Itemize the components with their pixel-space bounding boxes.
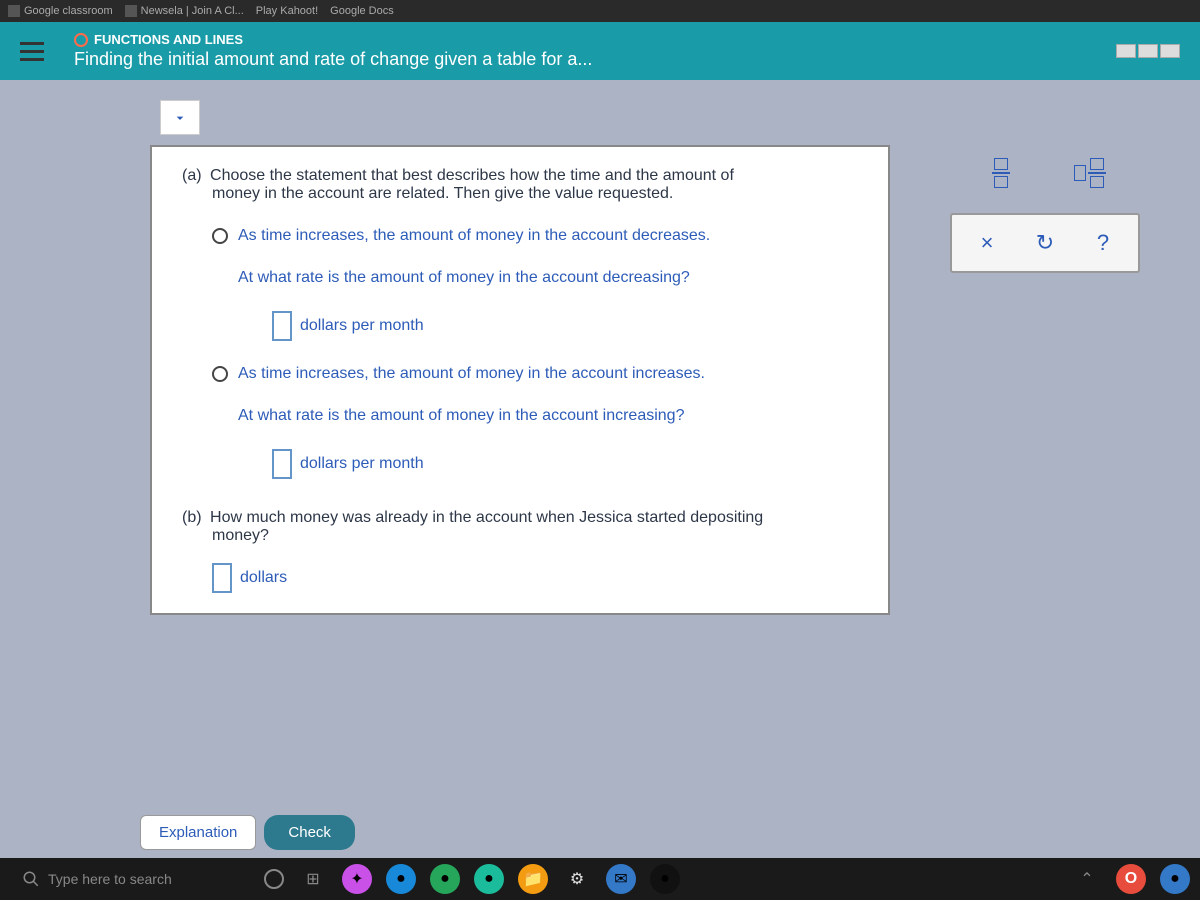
header-text: FUNCTIONS AND LINES Finding the initial … — [74, 32, 1086, 70]
taskbar-app-5[interactable]: 📁 — [518, 864, 548, 894]
help-tool[interactable]: ? — [1084, 225, 1122, 261]
tab-icon — [8, 5, 20, 17]
part-b-text-line2: money? — [212, 527, 858, 545]
taskbar-app-2[interactable]: ● — [386, 864, 416, 894]
tab-label: Newsela | Join A Cl... — [141, 5, 244, 17]
taskbar-search[interactable]: Type here to search — [10, 870, 250, 888]
tab-google-docs[interactable]: Google Docs — [330, 5, 394, 17]
question-box: (a) Choose the statement that best descr… — [150, 145, 890, 615]
input-row-1: dollars per month — [272, 311, 858, 341]
part-b-label: (b) — [182, 509, 202, 526]
sub-question-2: At what rate is the amount of money in t… — [238, 407, 858, 425]
part-b-text: How much money was already in the accoun… — [210, 509, 763, 526]
input-row-2: dollars per month — [272, 449, 858, 479]
app-header: FUNCTIONS AND LINES Finding the initial … — [0, 22, 1200, 80]
mixed-fraction-icon — [1074, 158, 1106, 188]
tab-label: Google Docs — [330, 5, 394, 17]
taskbar-app-6[interactable]: ⚙ — [562, 864, 592, 894]
tab-icon — [125, 5, 137, 17]
content-area: (a) Choose the statement that best descr… — [0, 80, 1200, 635]
tab-label: Google classroom — [24, 5, 113, 17]
tab-kahoot[interactable]: Play Kahoot! — [256, 5, 318, 17]
option-2-row: As time increases, the amount of money i… — [212, 365, 858, 383]
option-1-row: As time increases, the amount of money i… — [212, 227, 858, 245]
sub-question-1: At what rate is the amount of money in t… — [238, 269, 858, 287]
toolbox: × ↻ ? — [950, 145, 1140, 285]
tab-label: Play Kahoot! — [256, 5, 318, 17]
search-placeholder: Type here to search — [48, 871, 172, 887]
page-title: Finding the initial amount and rate of c… — [74, 49, 1086, 70]
category-circle-icon — [74, 33, 88, 47]
explanation-button[interactable]: Explanation — [140, 815, 256, 850]
category-text: FUNCTIONS AND LINES — [94, 32, 243, 47]
tool-row-fractions — [950, 145, 1140, 201]
part-a-label: (a) — [182, 167, 202, 184]
page-box[interactable] — [1138, 44, 1158, 58]
unit-text-2: dollars per month — [300, 455, 424, 473]
close-tool[interactable]: × — [968, 225, 1006, 261]
unit-text-1: dollars per month — [300, 317, 424, 335]
radio-option-2[interactable] — [212, 366, 228, 382]
search-icon — [22, 870, 40, 888]
cortana-icon[interactable] — [264, 869, 284, 889]
taskbar-app-4[interactable]: ● — [474, 864, 504, 894]
taskbar-app-3[interactable]: ● — [430, 864, 460, 894]
rate-decreasing-input[interactable] — [272, 311, 292, 341]
page-box[interactable] — [1160, 44, 1180, 58]
redo-tool[interactable]: ↻ — [1026, 225, 1064, 261]
taskbar-app-8[interactable]: ● — [650, 864, 680, 894]
taskbar-app-7[interactable]: ✉ — [606, 864, 636, 894]
chevron-down-icon — [172, 110, 188, 126]
taskbar-chrome-icon[interactable]: ● — [1160, 864, 1190, 894]
tab-newsela[interactable]: Newsela | Join A Cl... — [125, 5, 244, 17]
part-a: (a) Choose the statement that best descr… — [182, 167, 858, 203]
taskbar-tray-1[interactable]: ⌃ — [1072, 864, 1102, 894]
browser-tabs: Google classroom Newsela | Join A Cl... … — [0, 0, 1200, 22]
tool-row-actions: × ↻ ? — [950, 213, 1140, 273]
mixed-fraction-tool[interactable] — [1070, 155, 1110, 191]
dropdown-button[interactable] — [160, 100, 200, 135]
task-view-icon[interactable]: ⊞ — [298, 864, 328, 894]
windows-taskbar: Type here to search ⊞ ✦ ● ● ● 📁 ⚙ ✉ ● ⌃ … — [0, 858, 1200, 900]
bottom-buttons: Explanation Check — [140, 815, 355, 850]
part-a-text: Choose the statement that best describes… — [210, 167, 734, 184]
fraction-icon — [992, 158, 1010, 188]
part-a-text-line2: money in the account are related. Then g… — [212, 185, 858, 203]
radio-option-1[interactable] — [212, 228, 228, 244]
input-row-3: dollars — [212, 563, 858, 593]
taskbar-opera-icon[interactable]: O — [1116, 864, 1146, 894]
hamburger-menu-icon[interactable] — [20, 42, 44, 61]
check-button[interactable]: Check — [264, 815, 355, 850]
tab-google-classroom[interactable]: Google classroom — [8, 5, 113, 17]
initial-amount-input[interactable] — [212, 563, 232, 593]
unit-text-3: dollars — [240, 569, 287, 587]
option-1-text: As time increases, the amount of money i… — [238, 227, 710, 245]
option-2-text: As time increases, the amount of money i… — [238, 365, 705, 383]
page-box[interactable] — [1116, 44, 1136, 58]
fraction-tool[interactable] — [981, 155, 1021, 191]
part-b: (b) How much money was already in the ac… — [182, 509, 858, 593]
category-label: FUNCTIONS AND LINES — [74, 32, 1086, 47]
rate-increasing-input[interactable] — [272, 449, 292, 479]
taskbar-app-1[interactable]: ✦ — [342, 864, 372, 894]
page-indicator — [1116, 44, 1180, 58]
